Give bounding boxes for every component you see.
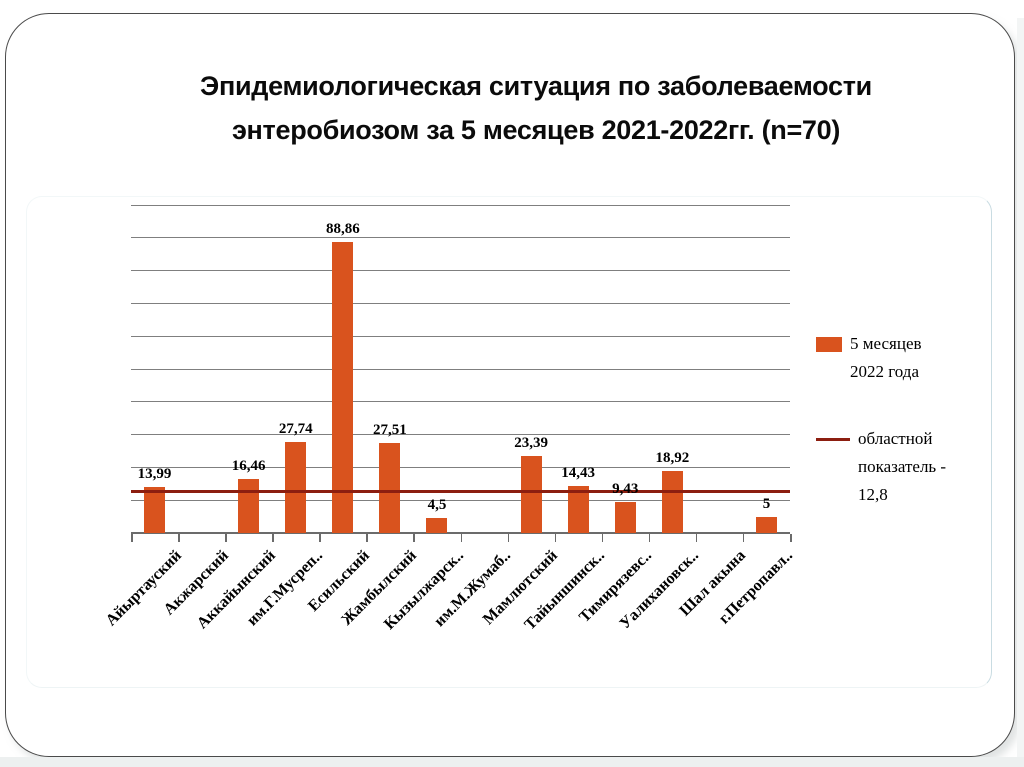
reference-line	[131, 489, 790, 493]
bar	[332, 241, 354, 533]
page-bottom-strip	[0, 757, 1024, 767]
legend-reference-label: областной показатель - 12,8	[858, 425, 946, 509]
bar	[567, 485, 589, 533]
x-axis-tick	[601, 534, 604, 542]
bar	[661, 470, 683, 533]
x-axis-tick	[272, 534, 274, 542]
x-axis-tick	[225, 534, 227, 542]
bar	[285, 442, 307, 533]
chart-title: Эпидемиологическая ситуация по заболевае…	[72, 64, 1000, 152]
bar	[614, 502, 636, 533]
bar-value-label: 4,5	[427, 497, 447, 514]
x-axis-tick	[648, 534, 651, 542]
x-axis-tick	[460, 534, 462, 542]
gridline	[131, 270, 790, 272]
gridline	[131, 466, 790, 468]
bar-value-label: 23,39	[514, 435, 548, 452]
bar-value-label: 27,51	[373, 421, 407, 438]
bar	[238, 479, 260, 533]
legend-series-label: 5 месяцев 2022 года	[850, 330, 922, 386]
bar-value-label: 14,43	[561, 464, 596, 481]
gridline	[131, 302, 790, 304]
bar-value-label: 18,92	[655, 449, 690, 466]
page-right-strip	[1017, 18, 1024, 757]
x-axis-tick	[178, 534, 180, 542]
legend-reference-label-line-2: показатель -	[858, 457, 947, 476]
slide-card	[5, 13, 1015, 757]
bar-value-label: 27,74	[278, 421, 313, 437]
chart-object-frame	[26, 196, 992, 688]
legend-series-label-line-2: 2022 года	[850, 362, 920, 381]
bar	[144, 487, 166, 533]
x-axis-line	[131, 532, 790, 534]
bar-value-label: 88,86	[325, 220, 360, 237]
x-axis-tick	[131, 534, 133, 542]
x-axis-tick	[554, 534, 557, 542]
bar-value-label: 16,46	[231, 458, 266, 474]
legend-reference-label-line-1: областной	[858, 429, 933, 448]
x-axis-tick	[413, 534, 415, 542]
bar-value-label: 5	[762, 495, 771, 512]
legend-item-reference: областной показатель - 12,8	[816, 425, 946, 509]
bar-value-label: 13,99	[137, 466, 172, 483]
gridline	[131, 335, 790, 337]
gridline	[131, 499, 790, 501]
x-axis-tick	[319, 534, 321, 542]
gridline	[131, 204, 790, 206]
chart-title-line-1: Эпидемиологическая ситуация по заболевае…	[200, 71, 872, 101]
gridline	[131, 434, 790, 436]
chart-title-line-2: энтеробиозом за 5 месяцев 2021-2022гг. (…	[231, 115, 841, 145]
legend-reference-label-line-3: 12,8	[858, 485, 888, 504]
legend-bar-swatch-icon	[816, 337, 842, 352]
x-axis-tick	[366, 534, 368, 542]
legend-item-series: 5 месяцев 2022 года	[816, 330, 922, 386]
legend-series-label-line-1: 5 месяцев	[850, 334, 922, 353]
bar-value-label: 9,43	[612, 481, 639, 498]
gridline	[131, 368, 790, 370]
bar	[426, 518, 448, 533]
gridline	[131, 401, 790, 403]
x-axis-tick	[790, 534, 792, 542]
x-axis-tick	[742, 534, 745, 542]
x-axis-tick	[695, 534, 698, 542]
gridline	[131, 237, 790, 239]
bar	[755, 516, 777, 533]
bar	[520, 456, 542, 533]
x-axis-tick	[507, 534, 510, 542]
legend-line-swatch-icon	[816, 438, 850, 441]
bar	[379, 442, 401, 533]
